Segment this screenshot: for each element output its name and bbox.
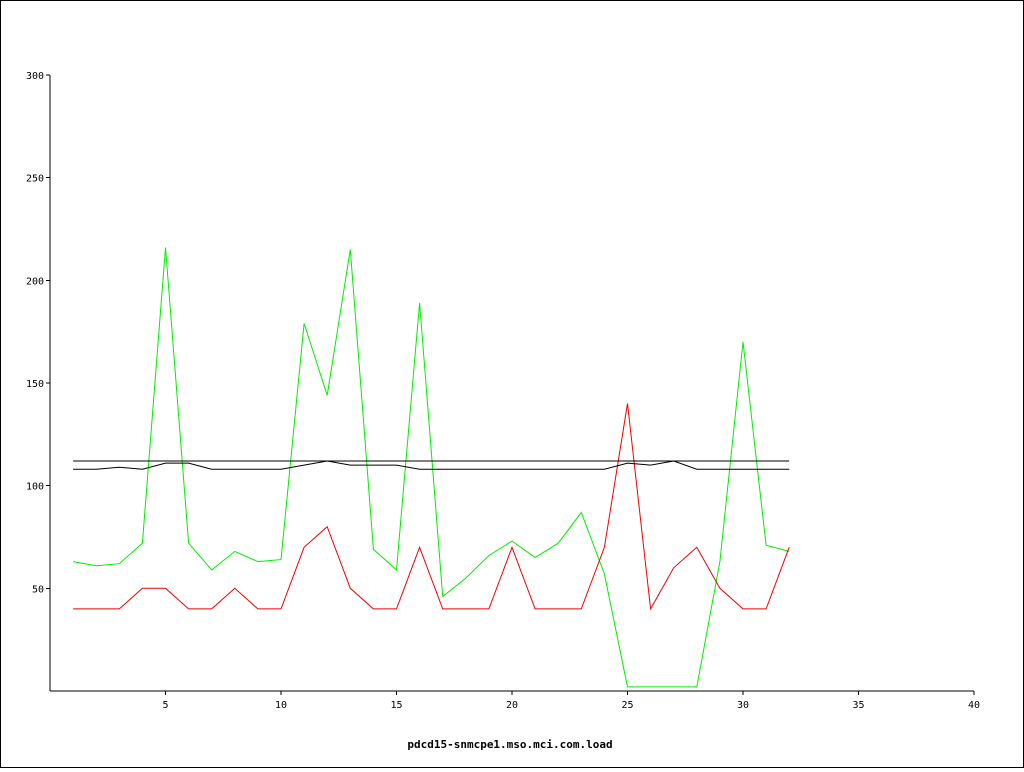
y-tick-label: 150 [26, 379, 44, 390]
chart-caption: pdcd15-snmcpe1.mso.mci.com.load [407, 738, 612, 751]
x-tick-label: 40 [968, 700, 980, 711]
y-tick-label: 50 [32, 584, 44, 595]
y-tick-label: 300 [26, 71, 44, 82]
x-tick-label: 15 [390, 700, 402, 711]
series-lines [73, 247, 790, 688]
x-tick-label: 10 [275, 700, 287, 711]
x-tick-label: 20 [506, 700, 518, 711]
x-tick-label: 30 [737, 700, 749, 711]
x-tick-label: 5 [162, 700, 168, 711]
y-tick-label: 250 [26, 174, 44, 185]
x-tick-label: 35 [852, 700, 864, 711]
y-tick-label: 100 [26, 482, 44, 493]
y-tick-label: 200 [26, 276, 44, 287]
series-line-2 [73, 403, 790, 611]
x-tick-label: 25 [621, 700, 633, 711]
series-line-1 [73, 247, 790, 688]
series-line-3 [73, 460, 790, 470]
axes: 50 100 150 200 250 300 5 10 15 20 25 30 35 40 [26, 71, 980, 711]
